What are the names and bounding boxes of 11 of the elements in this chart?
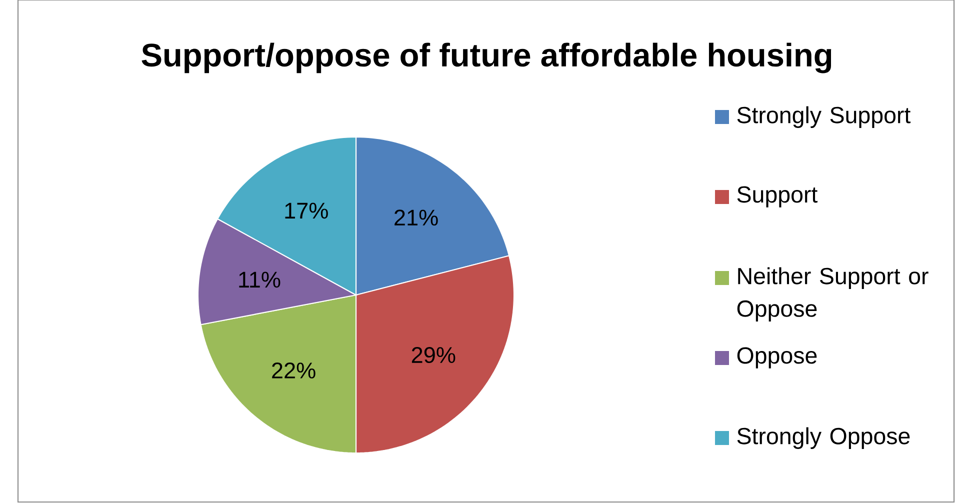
legend-label: Support xyxy=(737,186,818,208)
legend-label: Neither Support or Oppose xyxy=(737,267,928,322)
legend-label: Strongly Oppose xyxy=(737,427,910,449)
data-label: 21% xyxy=(394,210,438,226)
data-label: 22% xyxy=(272,362,316,378)
chart-title: Support/oppose of future affordable housing xyxy=(142,42,832,74)
data-label: 11% xyxy=(239,272,280,288)
legend-label: Oppose xyxy=(737,347,817,368)
legend-label: Strongly Support xyxy=(737,106,911,128)
data-label: 17% xyxy=(285,202,328,219)
data-label: 29% xyxy=(412,347,456,364)
